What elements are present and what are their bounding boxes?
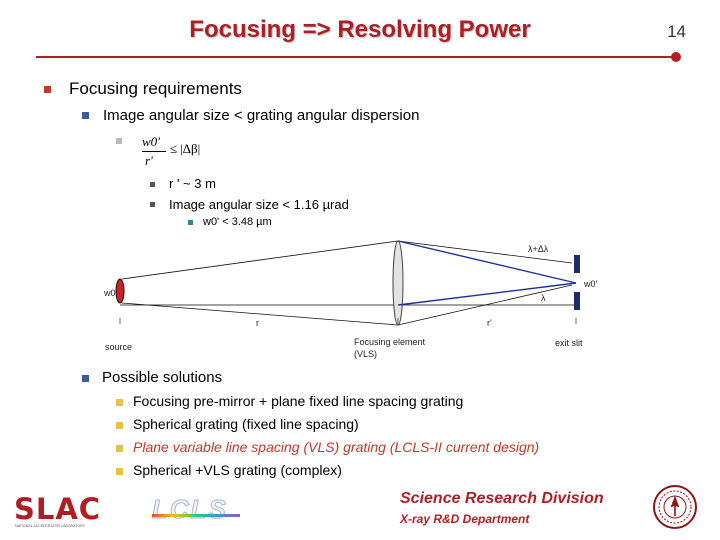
bullet-w0-prime: w0' < 3.48 µm xyxy=(203,216,272,228)
fraction-bar xyxy=(142,151,166,152)
title-divider xyxy=(36,56,676,58)
bullet-marker xyxy=(44,86,51,93)
formula-numerator: w0' xyxy=(142,134,160,149)
slac-logo-text: SLAC xyxy=(14,492,102,526)
slide-number: 14 xyxy=(667,22,686,41)
lcls-logo-spectrum xyxy=(152,514,240,517)
ray-upper-in xyxy=(121,240,399,280)
formula-denominator: r' xyxy=(145,153,153,168)
bullet-r-prime: r ' ~ 3 m xyxy=(169,176,216,191)
formula-relation: ≤ xyxy=(170,141,178,156)
solutions-heading: Possible solutions xyxy=(102,369,223,386)
focusing-element-shape xyxy=(392,240,404,326)
slac-logo-subtext: NATIONAL ACCELERATOR LABORATORY xyxy=(15,524,86,528)
page-title: Focusing => Resolving Power xyxy=(189,16,531,43)
solution-item-3: Plane variable line spacing (VLS) gratin… xyxy=(133,439,540,455)
solution-item-2: Spherical grating (fixed line spacing) xyxy=(133,416,359,432)
label-lambda: λ xyxy=(541,293,546,303)
label-r-prime: r' xyxy=(487,318,492,328)
ray-blue-upper xyxy=(397,240,577,284)
stanford-seal-icon xyxy=(653,485,697,529)
bullet-marker xyxy=(116,468,123,475)
exit-slit-top xyxy=(574,255,580,273)
ray-lower-in xyxy=(121,302,399,326)
resolution-formula: w0' r' ≤ |Δβ| xyxy=(142,134,206,172)
bullet-marker xyxy=(116,422,123,429)
bullet-marker xyxy=(150,182,155,187)
lcls-logo-text: LCLS xyxy=(152,494,228,525)
bullet-marker xyxy=(116,138,122,144)
bullet-marker xyxy=(82,375,89,382)
label-lambda-plus: λ+Δλ xyxy=(528,244,549,254)
label-w0-prime: w0' xyxy=(584,279,598,289)
bullet-image-size: Image angular size < 1.16 µrad xyxy=(169,197,349,212)
label-focusing-element: Focusing element xyxy=(354,337,426,347)
label-source: source xyxy=(105,342,133,352)
label-w0: w0 xyxy=(104,288,116,298)
solution-item-4: Spherical +VLS grating (complex) xyxy=(133,462,342,478)
bullet-marker xyxy=(82,112,89,119)
bullet-marker xyxy=(150,202,155,207)
label-exit-slit: exit slit xyxy=(555,338,583,348)
ray-upper-out xyxy=(397,240,573,264)
bullet-image-vs-dispersion: Image angular size < grating angular dis… xyxy=(103,107,420,124)
source-shape xyxy=(115,278,125,304)
solution-item-1: Focusing pre-mirror + plane fixed line s… xyxy=(133,393,464,409)
label-focusing-element-type: (VLS) xyxy=(354,349,378,359)
bullet-marker xyxy=(188,220,193,225)
ray-blue-lower xyxy=(397,282,577,306)
lcls-logo: LCLS xyxy=(152,494,242,525)
exit-slit-bottom xyxy=(574,292,580,310)
bullet-focusing-requirements: Focusing requirements xyxy=(69,79,242,98)
formula-rhs: |Δβ| xyxy=(180,141,201,156)
label-r: r xyxy=(256,318,259,328)
slac-logo: SLAC NATIONAL ACCELERATOR LABORATORY xyxy=(14,492,114,530)
bullet-marker xyxy=(116,399,123,406)
bullet-marker xyxy=(116,445,123,452)
department-name: X-ray R&D Department xyxy=(400,512,530,526)
divider-dot xyxy=(671,52,681,62)
division-name: Science Research Division xyxy=(400,490,604,507)
ray-lower-out xyxy=(397,284,573,326)
